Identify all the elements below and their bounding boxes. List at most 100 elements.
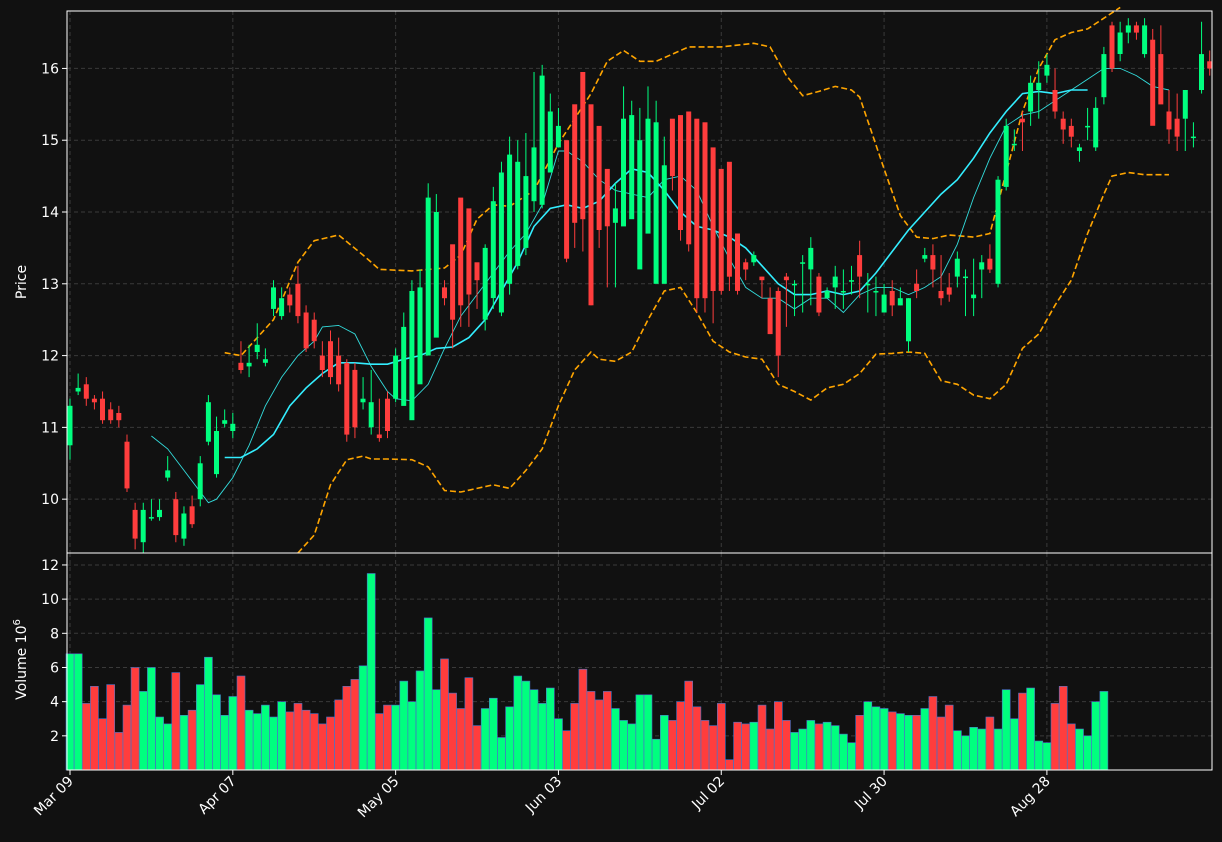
volume-bar: [1009, 718, 1019, 771]
volume-bar: [326, 716, 335, 771]
volume-bar: [904, 714, 913, 771]
candle-body: [857, 255, 863, 277]
candle: [555, 107, 561, 148]
candle: [1036, 61, 1042, 119]
volume-bar: [896, 713, 905, 771]
candle-body: [1019, 118, 1025, 123]
volume-axis-label: Volume 106: [12, 619, 30, 700]
candle-body: [678, 115, 683, 230]
candle: [873, 276, 879, 317]
volume-bar: [676, 701, 685, 771]
candle: [1076, 143, 1082, 162]
candle-body: [466, 208, 472, 295]
candle-body: [629, 115, 635, 220]
volume-bar: [659, 714, 669, 771]
volume-bar: [928, 696, 938, 771]
candle: [1109, 21, 1115, 73]
volume-bar: [847, 742, 856, 771]
candle: [303, 305, 309, 352]
candle: [653, 100, 659, 284]
candle-body: [1028, 82, 1034, 112]
candle-body: [914, 283, 920, 291]
candle: [669, 118, 675, 191]
volume-bar: [863, 701, 873, 771]
candle-body: [555, 125, 561, 148]
candle-body: [726, 161, 732, 277]
candle-body: [442, 287, 447, 299]
volume-bar: [375, 713, 384, 771]
candle-body: [246, 362, 252, 367]
candle-body: [1158, 54, 1164, 105]
candle-body: [140, 509, 146, 543]
candle-body: [1190, 136, 1196, 139]
candle: [832, 265, 838, 309]
candle-body: [108, 409, 114, 421]
candle-body: [75, 387, 81, 392]
candle: [906, 298, 911, 352]
candle: [108, 402, 114, 424]
price-tick-label: 13: [41, 277, 59, 293]
candle: [987, 244, 993, 274]
candle: [352, 362, 358, 439]
candle-body: [645, 118, 651, 234]
candle-body: [328, 341, 333, 378]
volume-bar: [236, 675, 246, 771]
volume-axis-exponent: 6: [12, 619, 23, 625]
candle: [995, 176, 1001, 288]
candle: [775, 287, 781, 378]
volume-bar: [619, 720, 628, 771]
volume-bar: [252, 713, 262, 771]
candle-body: [604, 168, 610, 227]
volume-bar: [969, 726, 978, 771]
candle-body: [1109, 25, 1115, 69]
candle: [800, 255, 806, 313]
candle-body: [425, 197, 431, 356]
candle: [124, 434, 130, 492]
candle-body: [849, 280, 854, 282]
volume-bar: [472, 725, 482, 771]
candle-body: [116, 413, 122, 421]
candle-body: [401, 326, 407, 406]
candle-body: [474, 262, 480, 281]
candle: [442, 280, 447, 306]
volume-bar: [244, 709, 254, 771]
volume-bar: [651, 738, 661, 771]
candle-body: [181, 513, 187, 539]
candle-body: [669, 118, 675, 177]
candle: [881, 283, 887, 313]
volume-bar: [765, 728, 775, 771]
candle: [507, 136, 513, 295]
candle: [572, 104, 578, 248]
candle-body: [254, 344, 260, 352]
candle-body: [547, 111, 553, 173]
volume-bar: [464, 677, 474, 771]
candle-body: [775, 291, 781, 356]
candle-body: [490, 201, 496, 299]
volume-bar: [830, 725, 840, 771]
candle: [726, 161, 732, 291]
volume-bar: [480, 708, 490, 771]
candle-body: [889, 291, 895, 306]
candle: [1052, 68, 1058, 119]
candle-body: [800, 262, 806, 264]
candle-body: [1142, 25, 1148, 55]
volume-bar: [879, 708, 889, 771]
candle: [857, 240, 863, 299]
candle-body: [832, 276, 838, 288]
candle: [1011, 129, 1017, 151]
candle: [1190, 122, 1196, 148]
candle-body: [1060, 118, 1066, 130]
candle: [1068, 118, 1074, 148]
volume-bar: [106, 684, 115, 771]
candle: [1142, 18, 1148, 58]
volume-bar: [806, 720, 816, 771]
volume-bar: [684, 680, 694, 771]
candle: [946, 273, 952, 302]
candle-body: [694, 118, 700, 299]
candle: [165, 456, 171, 482]
candle: [100, 391, 105, 424]
candle-body: [189, 506, 195, 525]
price-tick-label: 12: [41, 349, 59, 365]
